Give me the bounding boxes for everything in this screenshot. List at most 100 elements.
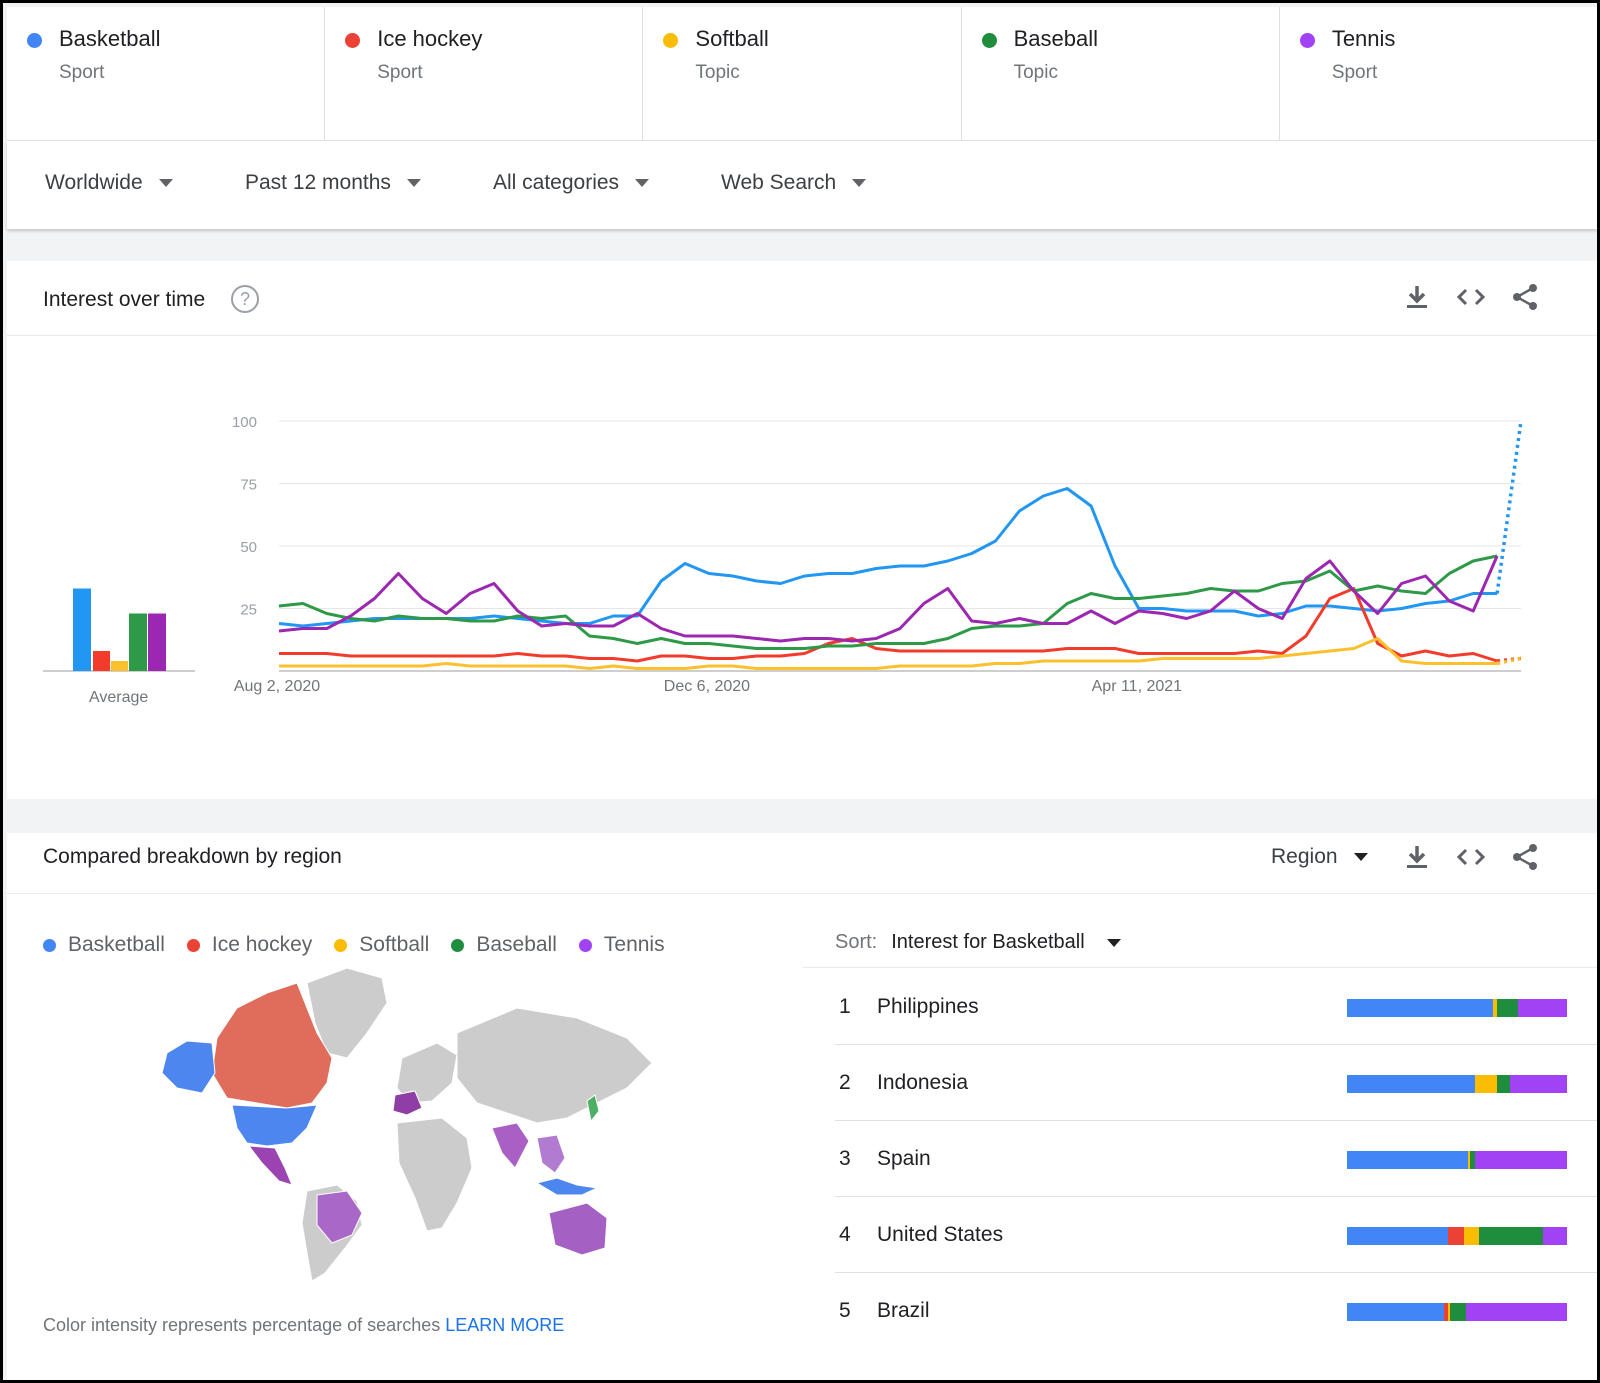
share-icon[interactable] — [1509, 841, 1541, 873]
term-baseball[interactable]: Baseball Topic — [962, 7, 1280, 140]
search-type-filter-dropdown[interactable]: Web Search — [721, 171, 867, 195]
region-row[interactable]: 1 Philippines — [835, 969, 1597, 1045]
y-tick-label: 100 — [232, 414, 257, 431]
world-map[interactable] — [157, 963, 667, 1293]
legend-label: Ice hockey — [211, 933, 313, 956]
series-line-ice-hockey — [279, 587, 1498, 663]
y-tick-label: 75 — [240, 477, 257, 494]
term-name: Baseball — [1013, 26, 1098, 51]
map-region-india — [491, 1122, 530, 1169]
average-bar-tennis — [148, 613, 166, 671]
share-segment-basketball — [1347, 1151, 1468, 1169]
share-segment-baseball — [1478, 1227, 1543, 1245]
region-rank: 4 — [839, 1223, 851, 1246]
legend-dot — [578, 938, 592, 952]
download-icon[interactable] — [1401, 841, 1433, 873]
term-color-dot — [981, 33, 997, 48]
legend-label: Basketball — [68, 933, 165, 956]
share-segment-tennis — [1474, 1151, 1567, 1169]
category-filter-dropdown[interactable]: All categories — [493, 171, 650, 195]
region-breakdown-card: Compared breakdown by region Region Bask… — [7, 833, 1597, 1380]
region-row[interactable]: 2 Indonesia — [835, 1045, 1597, 1121]
region-rank: 1 — [839, 995, 851, 1018]
legend-label: Baseball — [476, 933, 557, 956]
share-segment-baseball — [1497, 999, 1518, 1017]
share-segment-softball — [1468, 1151, 1471, 1169]
caret-down-icon — [852, 179, 867, 187]
caret-down-icon — [406, 179, 421, 187]
average-bar-ice-hockey — [93, 651, 110, 671]
average-bar-softball — [111, 661, 128, 671]
map-region-indonesia-philippines — [535, 1177, 599, 1196]
embed-code-icon[interactable] — [1455, 841, 1487, 873]
legend-item-ice-hockey: Ice hockey — [186, 933, 313, 957]
series-line-baseball — [278, 554, 1498, 650]
region-name: United States — [877, 1223, 1004, 1246]
region-filter-dropdown[interactable]: Worldwide — [45, 171, 173, 195]
map-region-australia — [548, 1202, 608, 1256]
region-share-bar — [1347, 1075, 1567, 1093]
legend-item-tennis: Tennis — [578, 933, 665, 957]
category-filter-label: All categories — [493, 171, 620, 194]
term-color-dot — [345, 33, 361, 48]
region-rank: 5 — [839, 1299, 851, 1322]
region-rank: 3 — [839, 1147, 851, 1170]
region-share-bar — [1347, 999, 1567, 1017]
caret-down-icon — [1353, 853, 1368, 861]
term-type: Sport — [59, 62, 105, 83]
share-icon[interactable] — [1509, 281, 1541, 313]
series-partial-ice-hockey — [1496, 656, 1522, 663]
learn-more-link[interactable]: LEARN MORE — [445, 1315, 565, 1335]
region-breakdown-title: Compared breakdown by region — [43, 845, 342, 868]
map-region-africa — [396, 1117, 473, 1232]
map-region-canada — [211, 982, 333, 1109]
help-icon[interactable]: ? — [231, 285, 259, 313]
interest-line-chart: 25 50 75 100 Aug 2, 2020 Dec 6, 2020 Apr 11, 2… — [43, 414, 1523, 695]
map-region-asia — [456, 1007, 653, 1124]
term-color-dot — [27, 33, 42, 48]
map-note: Color intensity represents percentage of… — [43, 1315, 564, 1336]
sort-dropdown[interactable]: Sort: Interest for Basketball — [835, 931, 1121, 954]
average-bar-basketball — [73, 588, 91, 671]
time-filter-label: Past 12 months — [245, 171, 391, 194]
search-type-filter-label: Web Search — [721, 171, 837, 194]
map-region-southeast-asia — [536, 1134, 566, 1174]
term-tennis[interactable]: Tennis Sport — [1280, 7, 1597, 140]
map-region-mexico — [247, 1145, 293, 1186]
average-label: Average — [89, 689, 149, 706]
sort-label: Sort: — [835, 931, 878, 953]
interest-over-time-title: Interest over time — [43, 288, 206, 311]
region-row[interactable]: 5 Brazil — [835, 1273, 1597, 1349]
share-segment-tennis — [1517, 999, 1567, 1017]
resolution-dropdown[interactable]: Region — [1271, 845, 1368, 869]
caret-down-icon — [158, 179, 173, 187]
term-type: Topic — [695, 62, 740, 83]
map-region-europe — [396, 1042, 458, 1104]
region-row[interactable]: 3 Spain — [835, 1121, 1597, 1197]
term-ice-hockey[interactable]: Ice hockey Sport — [325, 7, 644, 140]
share-segment-softball — [1448, 1303, 1451, 1321]
region-legend: Basketball Ice hockey Softball Baseball … — [43, 933, 687, 957]
region-name: Indonesia — [877, 1071, 969, 1094]
average-bar-baseball — [129, 613, 147, 671]
share-segment-baseball — [1496, 1075, 1510, 1093]
term-basketball[interactable]: Basketball Sport — [7, 7, 326, 140]
download-icon[interactable] — [1401, 281, 1433, 313]
card-divider — [7, 893, 1597, 894]
term-name: Ice hockey — [377, 26, 483, 51]
caret-down-icon — [635, 179, 650, 187]
legend-label: Tennis — [603, 933, 665, 956]
term-color-dot — [1299, 33, 1315, 48]
embed-code-icon[interactable] — [1455, 281, 1487, 313]
share-segment-ice-hockey — [1448, 1227, 1464, 1245]
map-region-brazil — [316, 1190, 363, 1244]
term-softball[interactable]: Softball Topic — [643, 7, 962, 140]
term-name: Tennis — [1331, 26, 1396, 51]
region-row[interactable]: 4 United States — [835, 1197, 1597, 1273]
time-filter-dropdown[interactable]: Past 12 months — [245, 171, 421, 195]
comparison-terms-bar: Basketball Sport Ice hockey Sport Softba… — [7, 7, 1597, 141]
share-segment-softball — [1463, 1227, 1479, 1245]
region-name: Spain — [877, 1147, 931, 1170]
region-name: Philippines — [877, 995, 979, 1018]
